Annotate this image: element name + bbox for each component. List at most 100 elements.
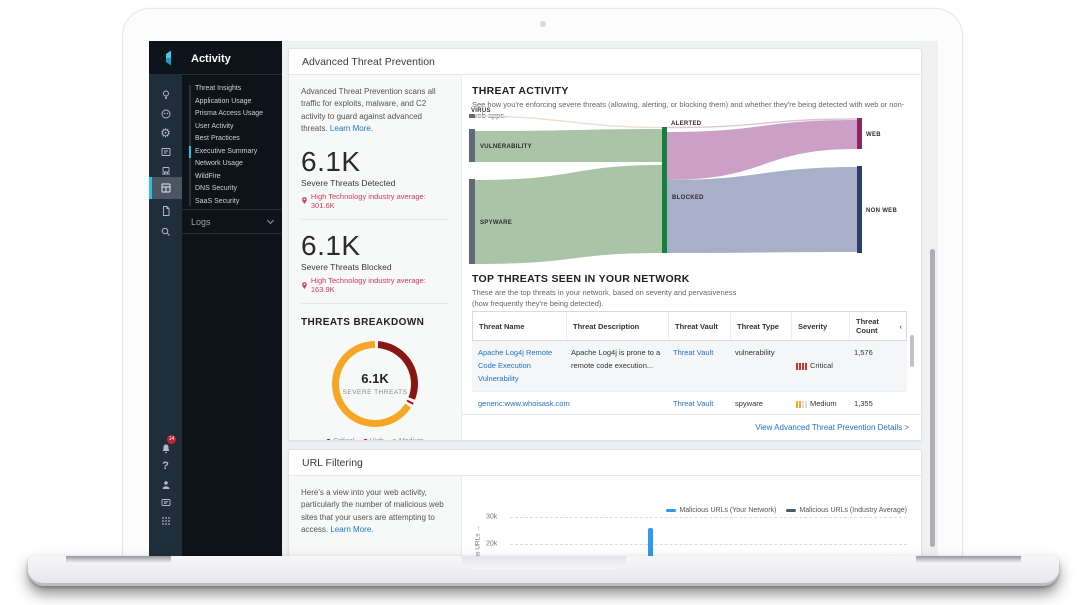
sort-icon[interactable]: ‹ bbox=[899, 321, 903, 331]
threat-count: 1,355 bbox=[854, 399, 873, 409]
top-threats-subtitle-line1: These are the top threats in your networ… bbox=[472, 288, 737, 297]
donut-center-label: SEVERE THREATS bbox=[342, 389, 408, 397]
top-threats-subtitle: These are the top threats in your networ… bbox=[472, 287, 736, 310]
icon-sidebar: ⚙ 14 bbox=[149, 41, 182, 559]
stat-value: 6.1K bbox=[301, 229, 361, 261]
menu-item-user-activity[interactable]: User Activity bbox=[195, 122, 234, 130]
industry-average: High Technology industry average: 301.6K bbox=[301, 192, 449, 210]
url-filtering-card: URL Filtering Here's a view into your we… bbox=[288, 449, 922, 559]
menu-item-network-usage[interactable]: Network Usage bbox=[195, 160, 243, 167]
search-icon[interactable] bbox=[149, 222, 182, 241]
label-web: WEB bbox=[866, 132, 881, 138]
feedback-chat-icon[interactable] bbox=[149, 493, 182, 512]
help-glyph: ? bbox=[162, 460, 169, 472]
workstation-monitor-icon[interactable] bbox=[149, 161, 182, 180]
url-learn-more-link[interactable]: Learn More. bbox=[330, 525, 374, 535]
breakdown-legend: Critical High Medium bbox=[301, 438, 449, 440]
help-icon[interactable]: ? bbox=[149, 457, 182, 476]
legend-medium: Medium bbox=[391, 438, 424, 440]
menu-item-logs[interactable]: Logs bbox=[182, 211, 282, 233]
industry-average-text: High Technology industry average: 301.6K bbox=[310, 191, 426, 210]
menu-item-executive-summary[interactable]: Executive Summary bbox=[189, 145, 280, 159]
atp-card: Advanced Threat Prevention Advanced Thre… bbox=[288, 48, 922, 441]
node-blocked bbox=[662, 127, 667, 253]
network-globe-icon[interactable] bbox=[149, 104, 182, 123]
activity-menu: Activity Threat Insights Application Usa… bbox=[182, 41, 282, 559]
stat-threats-blocked: 6.1K Severe Threats Blocked High Technol… bbox=[301, 229, 449, 305]
legend-label: Medium bbox=[399, 438, 424, 440]
workflows-panel-icon[interactable] bbox=[149, 142, 182, 161]
user-profile-icon[interactable] bbox=[149, 475, 182, 494]
menu-item-best-practices[interactable]: Best Practices bbox=[195, 135, 240, 142]
atp-learn-more-link[interactable]: Learn More. bbox=[329, 124, 374, 134]
brand-logo-icon[interactable] bbox=[149, 41, 182, 74]
url-filtering-description: Here's a view into your web activity, pa… bbox=[301, 487, 449, 537]
menu-item-list: Threat Insights Application Usage Prisma… bbox=[189, 83, 280, 208]
table-header: Threat Name Threat Description Threat Va… bbox=[472, 311, 907, 341]
threat-count: 1,576 bbox=[854, 348, 873, 357]
menu-item-application-usage[interactable]: Application Usage bbox=[195, 97, 252, 105]
node-vulnerability bbox=[469, 129, 475, 162]
node-web bbox=[857, 118, 862, 149]
severity-label: Medium bbox=[810, 399, 837, 409]
threats-breakdown-chart: 6.1K SEVERE THREATS bbox=[332, 341, 418, 428]
severity-bars-icon bbox=[796, 401, 807, 409]
stat-label: Severe Threats Detected bbox=[301, 177, 396, 188]
threats-donut bbox=[332, 341, 418, 428]
table-scrollbar[interactable] bbox=[910, 335, 914, 367]
severity-cell: Critical bbox=[790, 341, 848, 391]
col-severity[interactable]: Severity bbox=[791, 312, 849, 340]
menu-divider bbox=[182, 209, 282, 210]
label-nonweb: NON WEB bbox=[866, 208, 897, 214]
main-scrollbar[interactable] bbox=[930, 249, 935, 547]
severity-bars-icon bbox=[796, 362, 807, 370]
legend-dot-critical bbox=[326, 439, 332, 440]
table-row: Apache Log4j Remote Code Execution Vulne… bbox=[472, 341, 907, 393]
col-threat-count[interactable]: Threat Count ‹ bbox=[849, 312, 908, 340]
top-threats-subtitle-line2: (how frequently they're being detected). bbox=[472, 299, 604, 309]
view-details-link[interactable]: View Advanced Threat Prevention Details … bbox=[755, 423, 909, 432]
menu-item-wildfire[interactable]: WildFire bbox=[195, 172, 221, 180]
reports-document-icon[interactable] bbox=[149, 201, 182, 220]
col-threat-name[interactable]: Threat Name bbox=[479, 321, 525, 331]
chart-legend: Malicious URLs (Your Network) Malicious … bbox=[666, 507, 907, 514]
menu-item-saas-security[interactable]: SaaS Security bbox=[195, 197, 240, 205]
pin-icon bbox=[302, 281, 307, 289]
menu-item-dns-security[interactable]: DNS Security bbox=[195, 185, 238, 192]
stat-value: 6.1K bbox=[301, 145, 361, 177]
settings-gear-icon[interactable]: ⚙ bbox=[149, 123, 182, 142]
legend-label: High bbox=[370, 438, 384, 440]
industry-average-text: High Technology industry average: 163.9K bbox=[310, 276, 426, 295]
camera-dot bbox=[540, 21, 546, 27]
threat-vault-link[interactable]: Threat Vault bbox=[673, 399, 714, 409]
threat-name-link[interactable]: Apache Log4j Remote Code Execution Vulne… bbox=[478, 348, 553, 383]
apps-grid-icon[interactable] bbox=[149, 511, 182, 530]
flow-virus-alerted bbox=[473, 115, 663, 129]
col-threat-vault[interactable]: Threat Vault bbox=[668, 312, 730, 340]
chevron-down-icon bbox=[266, 216, 275, 225]
dashboards-grid-icon[interactable] bbox=[149, 177, 182, 199]
severity-cell: Medium bbox=[790, 392, 848, 417]
legend-industry-average: Malicious URLs (Industry Average) bbox=[786, 507, 907, 514]
notifications-bell-icon[interactable]: 14 bbox=[149, 435, 182, 458]
severity-label: Critical bbox=[810, 360, 833, 370]
url-filtering-header: URL Filtering bbox=[289, 450, 921, 476]
menu-divider bbox=[182, 74, 282, 75]
gridline-20k bbox=[510, 544, 907, 545]
threat-name-link[interactable]: generic:www.whoisask.com bbox=[478, 399, 570, 409]
stat-label: Severe Threats Blocked bbox=[301, 262, 392, 273]
col-threat-type[interactable]: Threat Type bbox=[730, 312, 791, 340]
insights-lightbulb-icon[interactable] bbox=[149, 85, 182, 104]
threat-vault-link[interactable]: Threat Vault bbox=[673, 348, 714, 357]
col-threat-description[interactable]: Threat Description bbox=[566, 312, 668, 340]
y-axis-label: ...ous URLs → bbox=[475, 508, 482, 559]
atp-card-footer: View Advanced Threat Prevention Details … bbox=[462, 414, 921, 440]
industry-average: High Technology industry average: 163.9K bbox=[301, 276, 449, 294]
atp-card-header: Advanced Threat Prevention bbox=[289, 49, 921, 75]
menu-item-prisma-access-usage[interactable]: Prisma Access Usage bbox=[195, 110, 264, 117]
laptop-notch bbox=[461, 556, 626, 569]
legend-dot-high bbox=[362, 439, 368, 440]
menu-item-threat-insights[interactable]: Threat Insights bbox=[195, 85, 242, 92]
label-virus: VIRUS bbox=[471, 108, 491, 114]
